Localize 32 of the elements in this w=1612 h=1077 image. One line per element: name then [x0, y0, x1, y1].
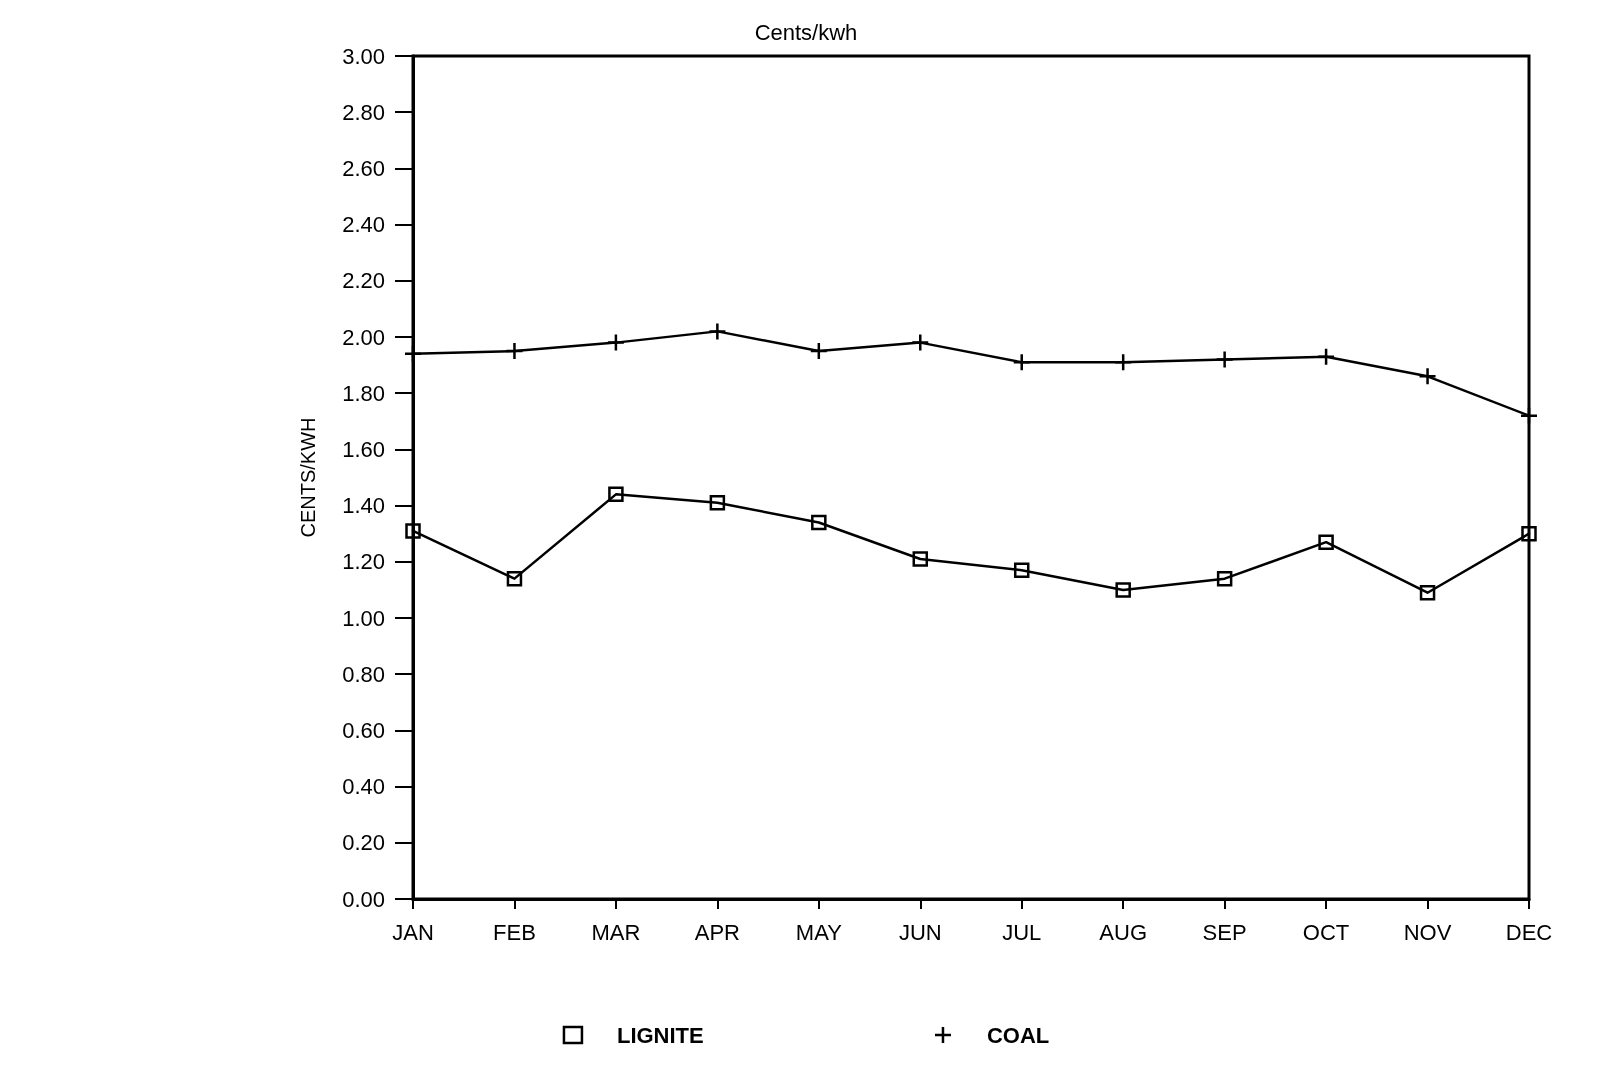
x-tick-label: JAN	[392, 919, 434, 945]
x-tick-label: FEB	[493, 919, 536, 945]
chart-title: Cents/kwh	[754, 19, 858, 45]
legend-label: LIGNITE	[616, 1022, 704, 1048]
y-axis-title: CENTS/KWH	[297, 417, 319, 538]
y-tick-label: 1.80	[342, 380, 385, 406]
x-tick-label: NOV	[1403, 919, 1452, 945]
x-tick-label: SEP	[1202, 919, 1247, 945]
y-tick-label: 1.00	[342, 605, 385, 631]
y-tick-label: 2.00	[342, 324, 385, 350]
x-tick-label: APR	[694, 919, 740, 945]
x-tick-label: JUN	[898, 919, 942, 945]
y-tick-label: 1.60	[342, 436, 385, 462]
y-tick-label: 2.40	[342, 212, 385, 238]
y-tick-label: 2.80	[342, 99, 385, 125]
x-tick-label: MAY	[795, 919, 843, 945]
legend-label: COAL	[986, 1022, 1050, 1048]
x-tick-label: DEC	[1505, 919, 1553, 945]
x-tick-label: MAR	[591, 919, 641, 945]
y-tick-label: 0.80	[342, 661, 385, 687]
y-tick-label: 2.60	[342, 155, 385, 181]
x-tick-label: JUL	[1002, 919, 1042, 945]
x-tick-label: AUG	[1099, 919, 1148, 945]
x-tick-label: OCT	[1302, 919, 1350, 945]
y-tick-label: 0.20	[342, 830, 385, 856]
y-tick-label: 0.60	[342, 717, 385, 743]
y-tick-label: 1.40	[342, 493, 385, 519]
y-tick-label: 0.40	[342, 774, 385, 800]
y-tick-label: 3.00	[342, 43, 385, 69]
y-tick-label: 0.00	[342, 886, 385, 912]
y-tick-label: 2.20	[342, 268, 385, 294]
y-tick-label: 1.20	[342, 549, 385, 575]
